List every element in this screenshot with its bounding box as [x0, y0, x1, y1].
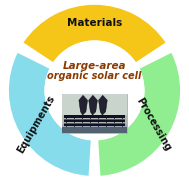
- Bar: [74, 122, 75, 123]
- Bar: [62, 94, 127, 133]
- Bar: [90, 118, 91, 119]
- Text: organic solar cell: organic solar cell: [47, 71, 142, 81]
- Text: Large-area: Large-area: [63, 61, 126, 71]
- Text: Materials: Materials: [67, 18, 122, 28]
- Bar: [98, 122, 99, 123]
- Bar: [74, 126, 75, 127]
- Polygon shape: [89, 95, 97, 115]
- Bar: [122, 126, 123, 127]
- Bar: [64, 119, 125, 120]
- Bar: [122, 122, 123, 123]
- Bar: [64, 123, 125, 126]
- Bar: [114, 126, 115, 127]
- Bar: [90, 122, 91, 123]
- Polygon shape: [79, 95, 88, 115]
- Bar: [106, 118, 107, 119]
- Bar: [90, 126, 91, 127]
- Bar: [98, 118, 99, 119]
- Wedge shape: [22, 4, 167, 63]
- Bar: [106, 122, 107, 123]
- Bar: [66, 126, 67, 127]
- Bar: [82, 126, 83, 127]
- Bar: [82, 122, 83, 123]
- Bar: [74, 118, 75, 119]
- Text: Equipments: Equipments: [15, 94, 57, 155]
- Bar: [64, 123, 125, 124]
- Bar: [106, 126, 107, 127]
- Bar: [66, 122, 67, 123]
- Bar: [114, 118, 115, 119]
- Bar: [66, 118, 67, 119]
- Bar: [64, 115, 125, 116]
- Bar: [122, 118, 123, 119]
- Bar: [62, 124, 127, 133]
- Bar: [114, 122, 115, 123]
- Bar: [64, 119, 125, 122]
- Circle shape: [45, 41, 144, 140]
- Bar: [82, 118, 83, 119]
- Bar: [64, 115, 125, 118]
- Polygon shape: [99, 95, 107, 115]
- Wedge shape: [8, 52, 91, 177]
- Wedge shape: [98, 52, 181, 177]
- Text: Processing: Processing: [134, 96, 173, 153]
- Bar: [98, 126, 99, 127]
- Bar: [62, 127, 127, 133]
- Bar: [62, 94, 127, 115]
